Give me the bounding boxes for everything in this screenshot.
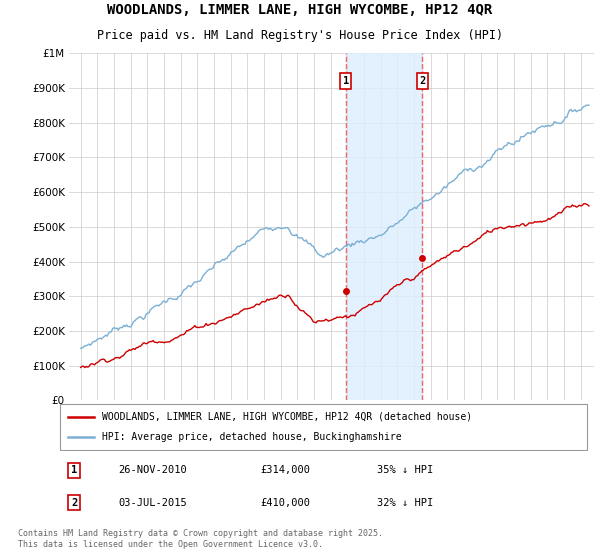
Text: 1: 1: [343, 76, 349, 86]
Text: 1: 1: [71, 465, 77, 475]
Text: Price paid vs. HM Land Registry's House Price Index (HPI): Price paid vs. HM Land Registry's House …: [97, 29, 503, 42]
Text: WOODLANDS, LIMMER LANE, HIGH WYCOMBE, HP12 4QR (detached house): WOODLANDS, LIMMER LANE, HIGH WYCOMBE, HP…: [103, 412, 473, 422]
Bar: [346, 53, 422, 400]
Text: 2: 2: [71, 498, 77, 508]
Text: 26-NOV-2010: 26-NOV-2010: [118, 465, 187, 475]
Text: 2: 2: [419, 76, 425, 86]
Text: 35% ↓ HPI: 35% ↓ HPI: [377, 465, 434, 475]
Text: WOODLANDS, LIMMER LANE, HIGH WYCOMBE, HP12 4QR: WOODLANDS, LIMMER LANE, HIGH WYCOMBE, HP…: [107, 2, 493, 16]
Text: 32% ↓ HPI: 32% ↓ HPI: [377, 498, 434, 508]
Text: Contains HM Land Registry data © Crown copyright and database right 2025.
This d: Contains HM Land Registry data © Crown c…: [18, 529, 383, 549]
Text: HPI: Average price, detached house, Buckinghamshire: HPI: Average price, detached house, Buck…: [103, 432, 402, 442]
Text: £314,000: £314,000: [260, 465, 310, 475]
Text: 03-JUL-2015: 03-JUL-2015: [118, 498, 187, 508]
FancyBboxPatch shape: [59, 404, 587, 450]
Text: £410,000: £410,000: [260, 498, 310, 508]
